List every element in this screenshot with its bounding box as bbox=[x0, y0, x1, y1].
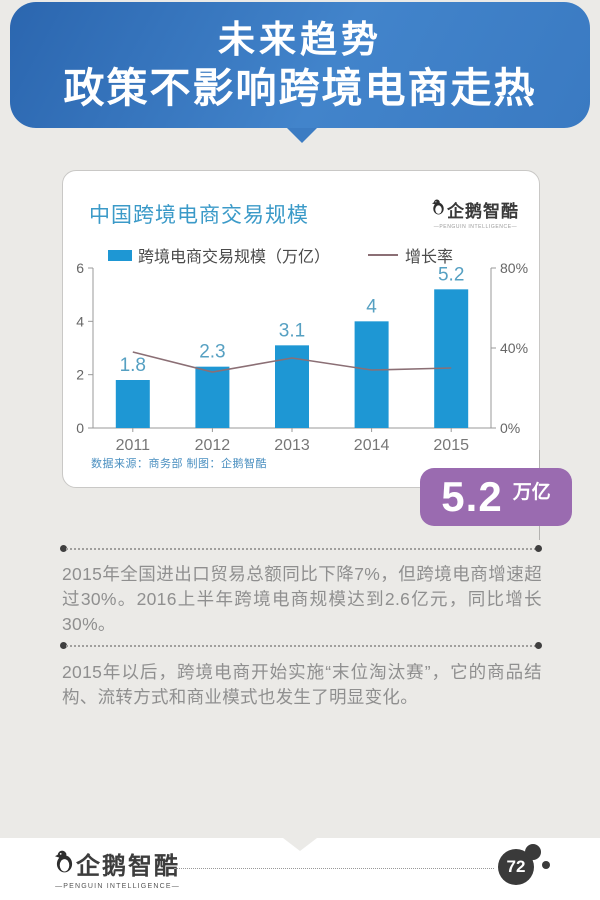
highlight-badge: 5.2 万亿 bbox=[420, 468, 572, 526]
header-bubble-tail bbox=[287, 128, 317, 143]
svg-text:80%: 80% bbox=[500, 261, 528, 276]
svg-text:5.2: 5.2 bbox=[438, 264, 464, 285]
legend-line-label: 增长率 bbox=[405, 249, 454, 266]
svg-text:2013: 2013 bbox=[274, 437, 310, 454]
svg-text:3.1: 3.1 bbox=[279, 320, 305, 341]
brand-logo: 企鹅智酷 —PENGUIN INTELLIGENCE— bbox=[432, 197, 519, 230]
page-title: 政策不影响跨境电商走热 bbox=[63, 64, 537, 111]
brand-logo-subtitle: —PENGUIN INTELLIGENCE— bbox=[433, 224, 518, 230]
legend-line-swatch bbox=[368, 254, 399, 256]
body-paragraph: 2015年以后，跨境电商开始实施“末位淘汰赛”，它的商品结构、流转方式和商业模式… bbox=[62, 662, 542, 707]
svg-text:4: 4 bbox=[366, 296, 377, 317]
svg-text:1.8: 1.8 bbox=[120, 355, 146, 376]
svg-text:0: 0 bbox=[76, 420, 84, 436]
highlight-unit: 万亿 bbox=[512, 481, 551, 503]
badge-bubble-circle bbox=[525, 844, 541, 860]
divider-end-dot bbox=[535, 642, 542, 649]
svg-text:2014: 2014 bbox=[354, 437, 390, 454]
page-number-badge: 72 bbox=[498, 844, 558, 890]
svg-text:40%: 40% bbox=[500, 340, 528, 356]
header-bubble: 未来趋势 政策不影响跨境电商走热 bbox=[10, 2, 590, 128]
bar-line-chart: 0 2 4 6 0% 40% 80% 1.8 2011 2.3 2012 3.1 2013 4 2014 5.… bbox=[76, 261, 528, 454]
footer-brand-logo: 企鹅智酷 —PENGUIN INTELLIGENCE— bbox=[55, 846, 180, 890]
legend-bar-swatch bbox=[108, 249, 132, 261]
svg-text:6: 6 bbox=[76, 261, 84, 276]
footer-bar: 企鹅智酷 —PENGUIN INTELLIGENCE— 72 bbox=[0, 838, 600, 900]
svg-text:4: 4 bbox=[76, 313, 84, 329]
brand-logo-text: 企鹅智酷 bbox=[447, 202, 519, 221]
svg-text:2012: 2012 bbox=[195, 437, 231, 454]
svg-text:0%: 0% bbox=[500, 420, 520, 436]
footer-dotted-line bbox=[174, 868, 494, 869]
divider-dotted-line bbox=[66, 645, 536, 647]
footer-brand-subtitle: —PENGUIN INTELLIGENCE— bbox=[55, 883, 180, 890]
svg-text:2.3: 2.3 bbox=[199, 342, 225, 363]
chart-legend: 跨境电商交易规模（万亿） 增长率 bbox=[108, 243, 453, 267]
header-subtitle: 未来趋势 bbox=[218, 19, 382, 61]
legend-bar-label: 跨境电商交易规模（万亿） bbox=[138, 249, 331, 266]
body-paragraph: 2015年全国进出口贸易总额同比下降7%，但跨境电商增速超过30%。2016上半… bbox=[62, 564, 542, 634]
chart-card: 中国跨境电商交易规模 企鹅智酷 —PENGUIN INTELLIGENCE— bbox=[62, 170, 540, 488]
divider-end-dot bbox=[535, 545, 542, 552]
divider-end-dot bbox=[60, 545, 67, 552]
highlight-value: 5.2 bbox=[441, 473, 503, 520]
penguin-icon bbox=[432, 199, 445, 220]
chart-title: 中国跨境电商交易规模 bbox=[89, 204, 309, 227]
divider-end-dot bbox=[60, 642, 67, 649]
chart-source-note: 数据来源：商务部 制图：企鹅智酷 bbox=[91, 458, 268, 470]
svg-text:2: 2 bbox=[76, 367, 84, 383]
footer-brand-text: 企鹅智酷 bbox=[76, 853, 180, 880]
badge-bubble-dot bbox=[542, 861, 550, 869]
penguin-icon bbox=[55, 850, 74, 878]
divider-dotted-line bbox=[66, 548, 536, 550]
footer-notch bbox=[283, 838, 317, 851]
svg-text:2015: 2015 bbox=[433, 437, 469, 454]
svg-text:2011: 2011 bbox=[116, 437, 151, 454]
dotted-divider bbox=[60, 642, 542, 650]
dotted-divider bbox=[60, 545, 542, 553]
